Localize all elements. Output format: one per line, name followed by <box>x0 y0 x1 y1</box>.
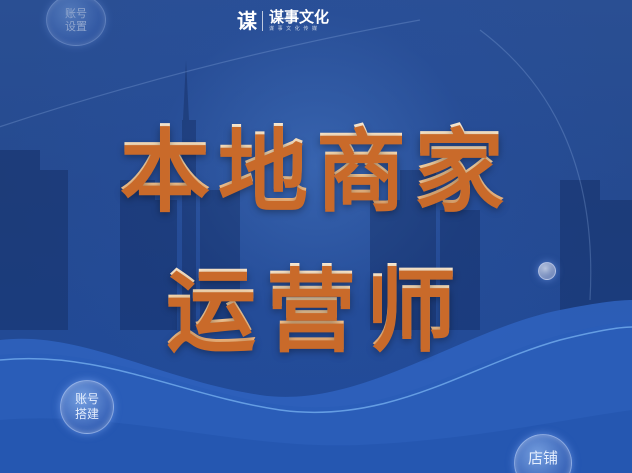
main-title-line-2-text: 运营师 <box>166 257 466 362</box>
main-title-line-1-text: 本地商家 <box>120 117 512 222</box>
brand-name: 谋事文化 <box>269 8 330 26</box>
bubble-account-setup-top: 账号 设置 <box>46 0 106 46</box>
bubble-account-setup-bottom: 账号 搭建 <box>60 380 114 434</box>
bubble-small-decoration <box>538 262 556 280</box>
brand-header: 谋 谋事文化 谋 事 文 化 传 媒 <box>237 6 329 36</box>
main-title-line-1: 本地商家 <box>0 118 632 222</box>
brand-divider <box>262 11 263 31</box>
main-title-line-2: 运营师 <box>0 258 632 362</box>
brand-subtitle: 谋 事 文 化 传 媒 <box>269 26 318 32</box>
brand-logo: 谋 <box>237 9 257 33</box>
brand-text: 谋事文化 谋 事 文 化 传 媒 <box>269 9 329 33</box>
